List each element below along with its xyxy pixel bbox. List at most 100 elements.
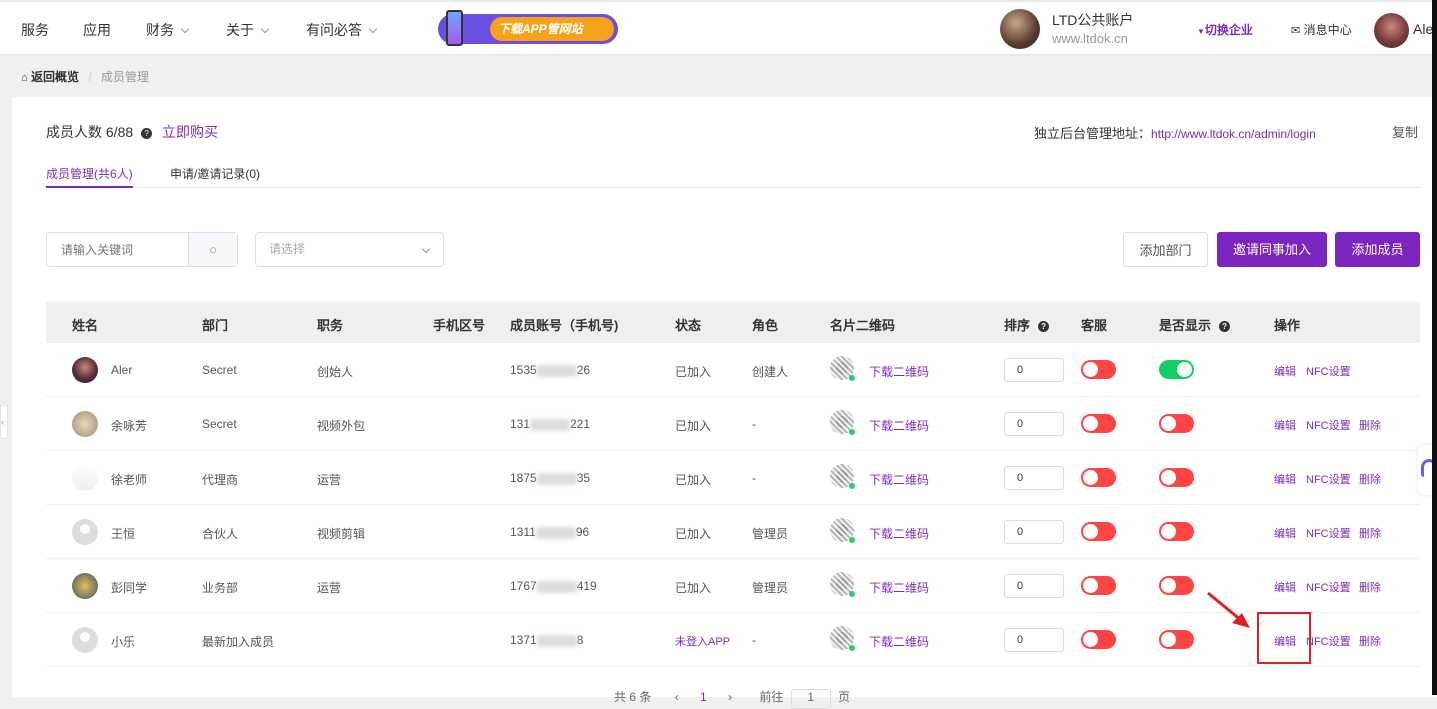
qrcode-thumbnail[interactable]	[830, 518, 855, 543]
search-button[interactable]: ○	[188, 233, 237, 266]
company-avatar[interactable]	[1000, 9, 1040, 49]
page-1[interactable]: 1	[700, 690, 707, 704]
visible-toggle[interactable]	[1159, 360, 1194, 379]
download-qrcode-link[interactable]: 下载二维码	[869, 581, 930, 595]
nfc-settings-link[interactable]: NFC设置	[1306, 582, 1351, 594]
service-toggle[interactable]	[1081, 360, 1116, 379]
annotation-arrow	[1207, 591, 1250, 628]
help-icon[interactable]: ?	[1219, 321, 1231, 332]
delete-link[interactable]: 删除	[1359, 420, 1381, 432]
sort-input[interactable]: 0	[1004, 358, 1064, 382]
arrow-head	[1232, 613, 1250, 628]
delete-link[interactable]: 删除	[1359, 528, 1381, 540]
visible-toggle[interactable]	[1159, 630, 1194, 649]
qrcode-thumbnail[interactable]	[830, 572, 855, 597]
delete-link[interactable]: 删除	[1359, 636, 1381, 648]
download-qrcode-link[interactable]: 下载二维码	[869, 527, 930, 541]
member-dept: 代理商	[202, 473, 239, 487]
visible-toggle[interactable]	[1159, 576, 1194, 595]
edit-link[interactable]: 编辑	[1274, 474, 1296, 486]
total-count: 共 6 条	[614, 690, 652, 704]
nfc-settings-link[interactable]: NFC设置	[1306, 420, 1351, 432]
qrcode-thumbnail[interactable]	[830, 356, 855, 381]
user-name[interactable]: Aler	[1413, 21, 1437, 37]
member-dept: 业务部	[202, 581, 239, 595]
tab-invite-records[interactable]: 申请/邀请记录(0)	[170, 167, 261, 181]
member-count: 成员人数 6/88? 立即购买	[46, 122, 218, 142]
delete-link[interactable]: 删除	[1359, 582, 1381, 594]
sort-input[interactable]: 0	[1004, 412, 1064, 436]
department-select[interactable]: 请选择	[255, 232, 444, 267]
help-icon[interactable]: ?	[141, 128, 153, 139]
qrcode-thumbnail[interactable]	[830, 464, 855, 489]
edit-link[interactable]: 编辑	[1274, 582, 1296, 594]
edit-link[interactable]: 编辑	[1274, 528, 1296, 540]
nfc-settings-link[interactable]: NFC设置	[1306, 366, 1351, 378]
visible-toggle[interactable]	[1159, 468, 1194, 487]
copy-button[interactable]: 复制	[1392, 125, 1419, 140]
service-toggle[interactable]	[1081, 630, 1116, 649]
sort-input[interactable]: 0	[1004, 520, 1064, 544]
edit-link[interactable]: 编辑	[1274, 366, 1296, 378]
service-toggle[interactable]	[1081, 414, 1116, 433]
message-center-button[interactable]: ✉ 消息中心	[1291, 21, 1352, 38]
switch-company-button[interactable]: ▼切换企业	[1197, 21, 1253, 38]
edit-link[interactable]: 编辑	[1274, 420, 1296, 432]
admin-url-label: 独立后台管理地址：	[1034, 126, 1152, 141]
nfc-settings-link[interactable]: NFC设置	[1306, 474, 1351, 486]
member-status: 已加入	[675, 473, 712, 487]
visible-toggle[interactable]	[1159, 414, 1194, 433]
sort-input[interactable]: 0	[1004, 574, 1064, 598]
help-icon[interactable]: ?	[1038, 321, 1050, 332]
prev-page-icon[interactable]: ‹	[674, 690, 679, 704]
member-title: 创始人	[317, 365, 354, 379]
service-toggle[interactable]	[1081, 468, 1116, 487]
member-phone: 1311 96	[510, 525, 589, 539]
admin-url-link[interactable]: http://www.ltdok.cn/admin/login	[1151, 127, 1316, 141]
edit-link[interactable]: 编辑	[1274, 636, 1296, 648]
user-avatar[interactable]	[1374, 13, 1409, 48]
member-role: -	[752, 471, 756, 485]
delete-link[interactable]: 删除	[1359, 474, 1381, 486]
nav-about[interactable]: 关于	[226, 20, 270, 40]
download-qrcode-link[interactable]: 下载二维码	[869, 635, 930, 649]
nfc-settings-link[interactable]: NFC设置	[1306, 528, 1351, 540]
download-qrcode-link[interactable]: 下载二维码	[869, 419, 930, 433]
phone-suffix: 8	[576, 633, 584, 647]
nav-faq[interactable]: 有问必答	[306, 20, 378, 40]
col-area-code: 手机区号	[433, 318, 486, 333]
add-member-button[interactable]: 添加成员	[1335, 232, 1420, 267]
next-page-icon[interactable]: ›	[728, 690, 733, 704]
mail-icon: ✉	[1291, 25, 1301, 37]
invite-colleague-button[interactable]: 邀请同事加入	[1217, 232, 1327, 267]
sort-input[interactable]: 0	[1004, 628, 1064, 652]
member-title: 视频剪辑	[317, 527, 366, 541]
download-qrcode-link[interactable]: 下载二维码	[869, 365, 930, 379]
member-name: 徐老师	[111, 473, 148, 487]
tabs-divider	[46, 187, 1420, 188]
download-qrcode-link[interactable]: 下载二维码	[869, 473, 930, 487]
col-name: 姓名	[72, 318, 99, 333]
nav-finance[interactable]: 财务	[146, 20, 190, 40]
qrcode-thumbnail[interactable]	[830, 626, 855, 651]
service-toggle[interactable]	[1081, 522, 1116, 541]
goto-page-input[interactable]: 1	[790, 689, 831, 709]
sort-input[interactable]: 0	[1004, 466, 1064, 490]
download-app-banner[interactable]: 下载APP管网站	[428, 10, 618, 46]
sidebar-collapse-handle[interactable]: ‹	[0, 405, 8, 439]
table-row: 王恒 合伙人 视频剪辑 1311 96 已加入 管理员 下载二维码 0 编辑 NFC…	[46, 505, 1420, 559]
add-department-button[interactable]: 添加部门	[1123, 232, 1208, 267]
nav-services[interactable]: 服务	[21, 20, 49, 40]
member-avatar	[72, 411, 98, 437]
nav-apps[interactable]: 应用	[83, 20, 111, 40]
member-dept: 最新加入成员	[202, 635, 275, 649]
service-toggle[interactable]	[1081, 576, 1116, 595]
nfc-settings-link[interactable]: NFC设置	[1306, 636, 1351, 648]
buy-now-link[interactable]: 立即购买	[162, 124, 219, 140]
tab-members[interactable]: 成员管理(共6人)	[46, 165, 133, 188]
qrcode-thumbnail[interactable]	[830, 410, 855, 435]
visible-toggle[interactable]	[1159, 522, 1194, 541]
col-actions: 操作	[1274, 318, 1301, 333]
breadcrumb-home[interactable]: 返回概览	[31, 70, 80, 84]
search-input[interactable]	[47, 233, 188, 266]
